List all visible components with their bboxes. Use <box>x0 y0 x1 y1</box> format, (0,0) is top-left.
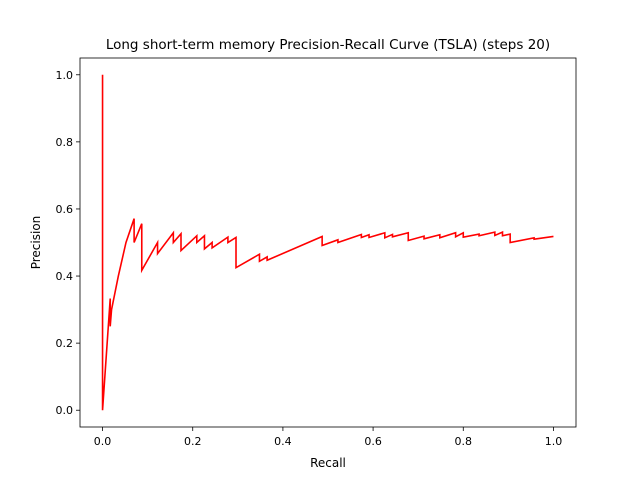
y-tick-label: 1.0 <box>56 69 74 82</box>
y-tick-label: 0.8 <box>56 136 74 149</box>
x-tick-label: 0.6 <box>364 435 382 448</box>
x-tick-label: 0.2 <box>184 435 202 448</box>
x-axis-ticks: 0.0 0.2 0.4 0.6 0.8 1.0 <box>94 427 562 448</box>
x-tick-label: 1.0 <box>545 435 563 448</box>
x-axis-label: Recall <box>310 456 346 470</box>
y-tick-label: 0.4 <box>56 270 74 283</box>
x-tick-label: 0.8 <box>455 435 473 448</box>
y-tick-label: 0.2 <box>56 337 74 350</box>
x-tick-label: 0.0 <box>94 435 112 448</box>
x-tick-label: 0.4 <box>274 435 292 448</box>
y-tick-label: 0.0 <box>56 404 74 417</box>
chart-title: Long short-term memory Precision-Recall … <box>106 37 550 53</box>
y-tick-label: 0.6 <box>56 203 74 216</box>
series-layer <box>101 74 554 411</box>
y-axis-label: Precision <box>29 216 43 270</box>
plot-area-frame <box>79 57 577 428</box>
precision-recall-line <box>101 74 554 411</box>
y-axis-ticks: 0.0 0.2 0.4 0.6 0.8 1.0 <box>56 69 80 417</box>
